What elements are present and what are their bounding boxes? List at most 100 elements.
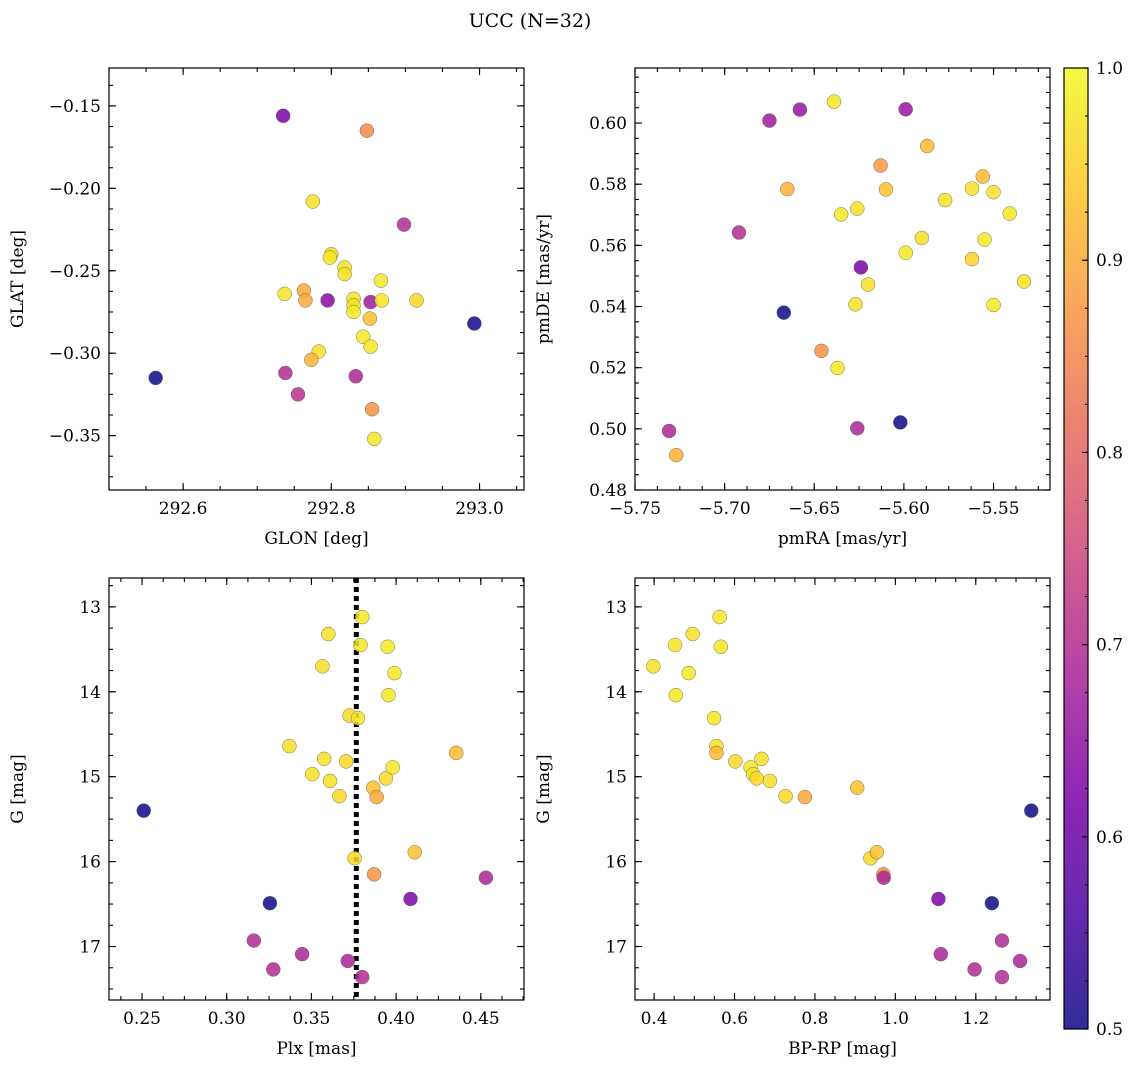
data-point [830,360,845,376]
y-tick-label: 16 [605,853,627,873]
panel-top-left: 292.6 292.8 293.0 −0.35 −0.30 −0.25 −0.20 −0.15… [8,67,525,549]
data-point [754,751,769,767]
data-point [373,273,389,288]
data-point [931,891,946,907]
data-point [967,962,982,977]
y-tick-label: 0.54 [589,298,627,318]
y-axis-label: GLAT [deg] [8,230,28,328]
y-tick-label: 15 [605,768,627,788]
data-point [246,933,262,948]
x-tick-label: 293.0 [455,499,504,519]
data-point [403,891,418,907]
y-tick-label: 13 [605,598,627,618]
data-point [290,387,306,402]
data-point [266,962,281,977]
y-tick-label: 0.56 [589,236,627,256]
data-point [964,251,980,267]
y-tick-label: −0.25 [49,262,101,282]
x-tick-label: 0.30 [208,1009,246,1029]
data-point [322,773,338,789]
y-tick-label: 14 [79,683,101,703]
y-tick-label: −0.30 [49,344,101,364]
data-point [986,297,1001,313]
colorbar-ticks: 0.5 0.6 0.7 0.8 0.9 1.0 [1082,59,1123,1040]
data-point [646,659,661,674]
y-tick-label: 17 [79,938,101,958]
colorbar-tick-label: 0.9 [1096,251,1123,271]
colorbar-gradient [1064,68,1088,1029]
scatter-points [148,108,482,447]
data-point [878,182,894,197]
data-point [826,94,842,109]
y-tick-label: 15 [79,768,101,788]
data-point [332,789,347,804]
data-point [853,260,869,275]
data-point [661,423,677,439]
data-point [937,192,953,208]
data-point [262,896,278,911]
data-point [374,293,389,308]
scatter-points [646,609,1039,985]
data-point [898,245,913,260]
y-tick-label: 13 [79,598,101,618]
data-point [977,232,992,247]
data-point [338,754,354,769]
panels: 292.6 292.8 293.0 −0.35 −0.30 −0.25 −0.20 −0.15… [8,67,1051,1059]
data-point [778,789,793,804]
data-point [848,297,863,312]
data-point [994,933,1010,948]
data-point [731,225,747,240]
data-point [277,286,292,302]
data-point [407,845,422,860]
data-point [749,771,764,786]
x-tick-label: 0.45 [462,1009,500,1029]
data-point [850,421,865,436]
data-point [814,343,829,359]
y-tick-label: −0.15 [49,97,101,117]
data-point [467,316,482,331]
axes-frame [108,577,525,1001]
y-tick-label: 0.48 [589,481,627,501]
data-point [669,447,684,463]
data-point [713,639,729,654]
data-point [321,626,336,642]
data-point [478,870,494,885]
x-tick-label: 0.4 [641,1009,668,1029]
data-point [762,773,778,789]
data-point [933,946,949,962]
data-point [975,169,990,184]
data-point [322,250,338,265]
x-tick-label: 0.8 [801,1009,828,1029]
figure-title: UCC (N=32) [469,10,592,32]
y-tick-label: 0.50 [589,420,627,440]
data-point [1024,803,1039,818]
panel-bottom-left: 0.25 0.30 0.35 0.40 0.45 13 14 15 16 17 Plx [mas] G… [8,577,525,1059]
x-tick-label: 292.6 [159,499,208,519]
data-point [385,760,400,775]
data-point [1002,206,1017,221]
colorbar: 0.5 0.6 0.7 0.8 0.9 1.0 [1063,59,1123,1040]
data-point [362,311,378,326]
y-tick-label: 17 [605,938,627,958]
x-tick-label: 1.2 [962,1009,989,1029]
data-point [849,780,865,795]
data-point [387,665,402,681]
x-axis-label: GLON [deg] [264,529,368,549]
data-point [316,751,332,767]
data-point [780,181,795,197]
data-point [294,946,310,962]
data-point [353,637,368,653]
data-point [396,217,412,232]
data-point [348,369,363,384]
colorbar-tick-label: 1.0 [1096,59,1123,79]
colorbar-tick-label: 0.8 [1096,443,1123,463]
data-point [380,639,395,654]
y-axis-label: G [mag] [534,754,554,823]
data-point [712,609,727,625]
data-point [282,738,297,754]
data-point [347,851,362,866]
data-point [860,277,876,292]
data-point [275,108,291,124]
data-point [378,771,394,786]
data-point [986,184,1001,200]
